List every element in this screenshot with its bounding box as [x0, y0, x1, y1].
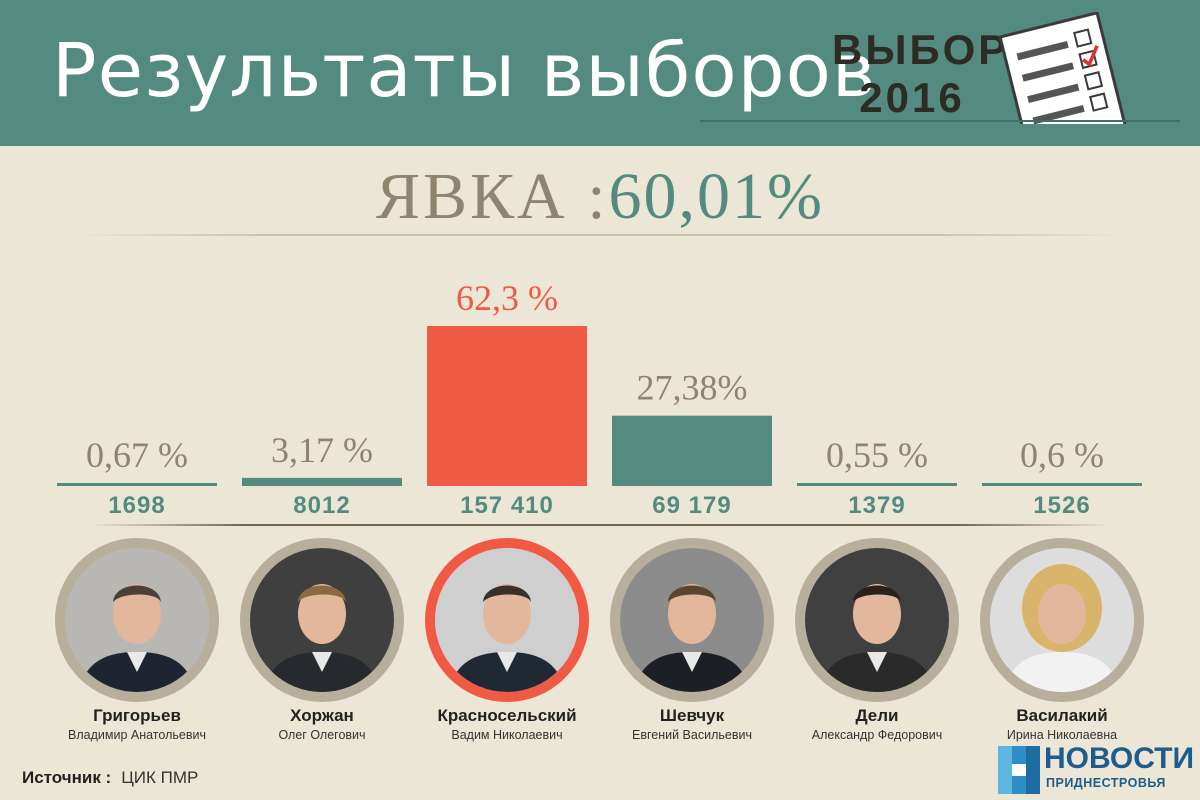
- vote-count-label: 1526: [1033, 492, 1090, 519]
- news-logo: НОВОСТИ ПРИДНЕСТРОВЬЯ: [998, 742, 1198, 798]
- bar-3: [427, 326, 587, 486]
- logo-subtitle: ПРИДНЕСТРОВЬЯ: [1046, 776, 1166, 790]
- candidate-given-names: Александр Федорович: [811, 728, 943, 742]
- source-label: Источник :: [22, 768, 112, 787]
- bar-5: [797, 483, 957, 486]
- turnout-divider: [70, 234, 1130, 236]
- candidate-surname: Василакий: [1016, 706, 1108, 725]
- candidate-surname: Красносельский: [437, 706, 577, 725]
- candidate-given-names: Олег Олегович: [278, 728, 366, 742]
- candidate-given-names: Ирина Николаевна: [1006, 728, 1118, 742]
- candidate-surname: Дели: [855, 706, 899, 725]
- bar-1: [57, 483, 217, 486]
- portrait-icon: [610, 538, 774, 702]
- logo-mark-icon: [998, 746, 1040, 794]
- candidate-card: Красносельский Вадим Николаевич: [417, 538, 597, 742]
- page-title: Результаты выборов: [52, 28, 877, 114]
- bar-value-label: 0,67 %: [86, 435, 188, 475]
- portrait-icon: [795, 538, 959, 702]
- candidate-given-names: Владимир Анатольевич: [68, 728, 206, 742]
- turnout-label: ЯВКА :: [375, 160, 609, 233]
- portrait-icon: [425, 538, 589, 702]
- bar-value-label: 0,6 %: [1020, 435, 1104, 475]
- candidate-card: Хоржан Олег Олегович: [232, 538, 412, 742]
- portrait-icon: [240, 538, 404, 702]
- candidate-surname: Хоржан: [290, 706, 354, 725]
- candidate-card: Шевчук Евгений Васильевич: [602, 538, 782, 742]
- vote-count-label: 8012: [293, 492, 350, 519]
- results-chart: 0,67 % 1698 3,17 % 8012 62,3 % 157 410 27,38% 6…: [57, 278, 1142, 519]
- vote-count-label: 1698: [108, 492, 165, 519]
- vote-count-label: 69 179: [652, 492, 731, 519]
- vote-count-label: 157 410: [460, 492, 554, 519]
- header-banner: Результаты выборов ВЫБОРЫ 2016: [0, 0, 1200, 146]
- bar-value-label: 62,3 %: [456, 278, 558, 318]
- turnout: ЯВКА :60,01%: [0, 160, 1200, 234]
- bar-6: [982, 483, 1142, 486]
- vote-count-label: 1379: [848, 492, 905, 519]
- ballot-icon: [998, 12, 1128, 124]
- portrait-icon: [980, 538, 1144, 702]
- badge-line-2: 2016: [859, 74, 965, 121]
- bar-2: [242, 477, 402, 486]
- turnout-value: 60,01%: [608, 160, 825, 233]
- candidate-card: Григорьев Владимир Анатольевич: [47, 538, 227, 742]
- candidate-card: Василакий Ирина Николаевна: [972, 538, 1152, 742]
- bar-4: [612, 415, 772, 486]
- header-divider: [700, 120, 1180, 122]
- bar-value-label: 3,17 %: [271, 430, 373, 470]
- source-value: ЦИК ПМР: [121, 768, 199, 787]
- candidate-card: Дели Александр Федорович: [787, 538, 967, 742]
- candidate-given-names: Вадим Николаевич: [451, 728, 563, 742]
- logo-word: НОВОСТИ: [1044, 742, 1195, 775]
- candidate-surname: Григорьев: [93, 706, 181, 725]
- candidate-given-names: Евгений Васильевич: [632, 728, 752, 742]
- bar-value-label: 0,55 %: [826, 435, 928, 475]
- chart-baseline: [90, 524, 1110, 526]
- candidate-surname: Шевчук: [659, 706, 725, 725]
- bar-value-label: 27,38%: [637, 368, 748, 408]
- source-line: Источник : ЦИК ПМР: [22, 768, 198, 788]
- portrait-icon: [55, 538, 219, 702]
